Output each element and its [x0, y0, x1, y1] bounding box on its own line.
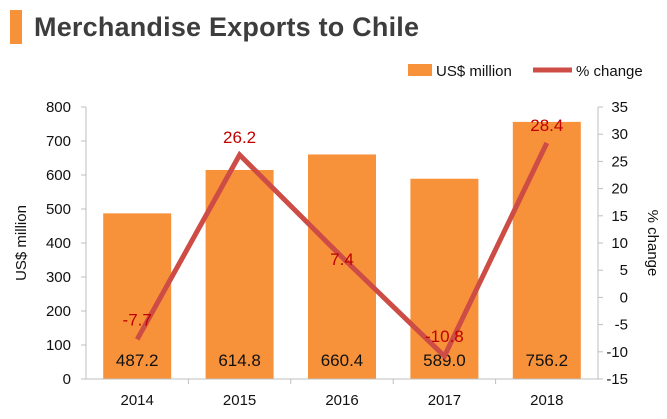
y-tick-label: 800 — [46, 99, 71, 116]
y2-tick-label: -5 — [615, 317, 628, 334]
y2-tick-label: 25 — [611, 153, 628, 170]
pct-value-label: 7.4 — [330, 250, 354, 269]
axes-layer: 0 100 200 300 400 500 600 700 800 -15 -10 -5 0 5 10 15 2… — [13, 99, 661, 409]
legend-swatch-bar — [408, 64, 432, 76]
y-axis-title: US$ million — [13, 205, 30, 281]
legend: US$ million % change — [408, 63, 643, 80]
title-accent-bar — [10, 10, 22, 44]
bar-value-label: 756.2 — [526, 351, 569, 370]
x-tick-label: 2014 — [121, 392, 154, 409]
y-tick-label: 700 — [46, 133, 71, 150]
bars-layer — [103, 121, 581, 379]
y2-tick-label: 0 — [620, 289, 628, 306]
y2-tick-label: 10 — [611, 235, 628, 252]
chart-title: Merchandise Exports to Chile — [34, 11, 420, 42]
pct-value-label: 28.4 — [530, 116, 563, 135]
pct-change-line — [135, 141, 550, 361]
bar-value-label: 589.0 — [423, 351, 466, 370]
x-tick-label: 2018 — [530, 392, 563, 409]
y2-tick-label: 15 — [611, 208, 628, 225]
y2-tick-label: -10 — [606, 344, 628, 361]
y2-tick-label: 35 — [611, 99, 628, 116]
bar-value-label: 487.2 — [116, 351, 159, 370]
bar-2015 — [205, 169, 274, 379]
y-tick-label: 600 — [46, 167, 71, 184]
bar-labels-layer: 487.2 614.8 660.4 589.0 756.2 — [116, 351, 568, 370]
y-tick-label: 200 — [46, 303, 71, 320]
pct-value-label: 26.2 — [223, 128, 256, 147]
bar-2018 — [512, 121, 581, 379]
bar-2016 — [308, 154, 376, 379]
y-tick-label: 100 — [46, 337, 71, 354]
pct-value-label: -10.8 — [425, 327, 464, 346]
y-tick-label: 300 — [46, 269, 71, 286]
title-block: Merchandise Exports to Chile — [10, 10, 419, 44]
line-layer: -7.7 26.2 7.4 -10.8 28.4 — [123, 116, 563, 361]
bar-2017 — [410, 178, 479, 379]
y-tick-label: 0 — [63, 371, 71, 388]
y2-tick-label: 20 — [611, 181, 628, 198]
bar-value-label: 614.8 — [218, 351, 261, 370]
pct-value-label: -7.7 — [123, 310, 152, 329]
legend-label-bar: US$ million — [436, 63, 512, 80]
x-tick-label: 2015 — [223, 392, 256, 409]
y-tick-label: 500 — [46, 201, 71, 218]
y-tick-label: 400 — [46, 235, 71, 252]
legend-label-line: % change — [576, 63, 643, 80]
y2-tick-label: 5 — [620, 262, 628, 279]
y2-tick-label: 30 — [611, 126, 628, 143]
y2-tick-label: -15 — [606, 371, 628, 388]
y2-axis-title: % change — [644, 210, 661, 277]
x-tick-label: 2016 — [325, 392, 358, 409]
x-tick-label: 2017 — [428, 392, 461, 409]
bar-value-label: 660.4 — [321, 351, 364, 370]
